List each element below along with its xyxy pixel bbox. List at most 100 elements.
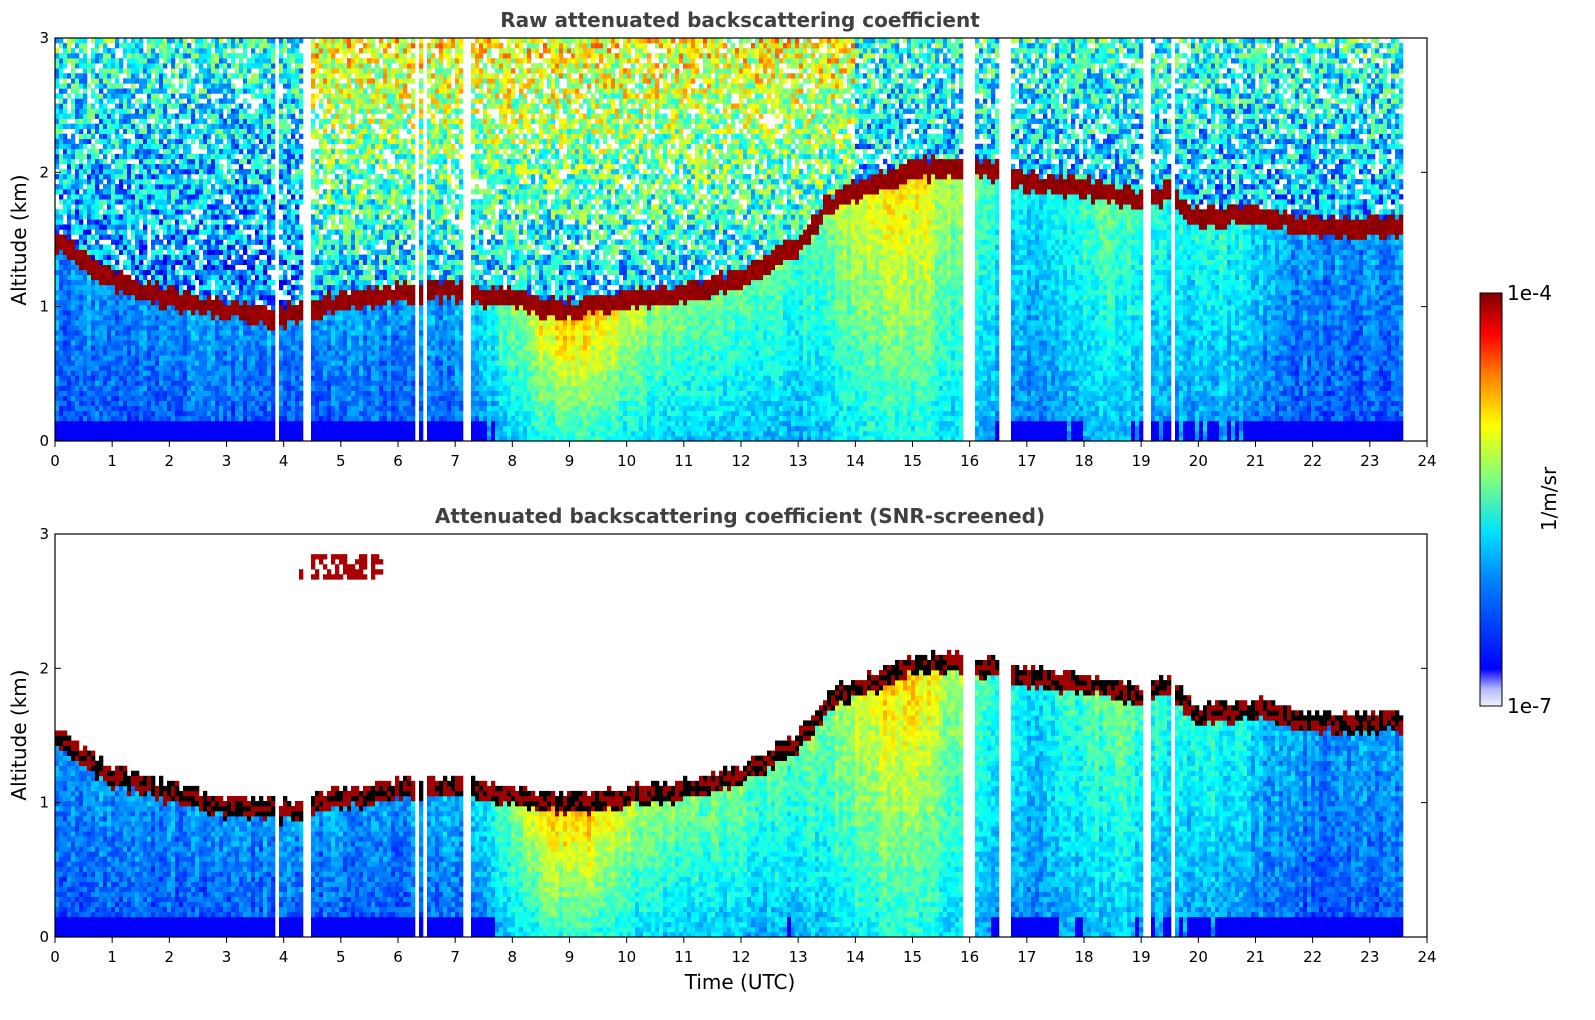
heatmap-cell bbox=[87, 325, 91, 330]
heatmap-cell bbox=[55, 139, 59, 144]
heatmap-cell bbox=[83, 315, 87, 320]
heatmap-cell bbox=[63, 109, 67, 114]
heatmap-cell bbox=[55, 290, 59, 295]
heatmap-cell bbox=[87, 421, 91, 426]
heatmap-cell bbox=[87, 149, 91, 154]
figure: Raw attenuated backscattering coefficien… bbox=[0, 0, 1595, 1020]
heatmap-cell bbox=[91, 174, 95, 179]
heatmap-cell bbox=[63, 159, 67, 164]
heatmap-cell bbox=[107, 260, 111, 265]
heatmap-cell bbox=[83, 103, 87, 108]
heatmap-cell bbox=[95, 73, 99, 78]
heatmap-cell bbox=[75, 119, 79, 124]
heatmap-cell bbox=[55, 78, 59, 83]
heatmap-cell bbox=[87, 245, 91, 250]
heatmap-cell bbox=[55, 335, 59, 340]
heatmap-cell bbox=[71, 124, 75, 129]
heatmap-cell bbox=[123, 431, 127, 436]
heatmap-cell bbox=[87, 406, 91, 411]
heatmap-cell bbox=[55, 159, 59, 164]
heatmap-cell bbox=[75, 144, 79, 149]
heatmap-cell bbox=[67, 43, 71, 48]
heatmap-cell bbox=[99, 360, 103, 365]
heatmap-cell bbox=[95, 169, 99, 174]
heatmap-cell bbox=[79, 370, 83, 375]
heatmap-cell bbox=[115, 376, 119, 381]
heatmap-cell bbox=[107, 285, 111, 290]
heatmap-cell bbox=[71, 416, 75, 421]
heatmap-cell bbox=[123, 224, 127, 229]
heatmap-cell bbox=[59, 340, 63, 345]
heatmap-cell bbox=[87, 219, 91, 224]
heatmap-cell bbox=[123, 381, 127, 386]
heatmap-cell bbox=[71, 194, 75, 199]
heatmap-cell bbox=[75, 194, 79, 199]
heatmap-cell bbox=[91, 370, 95, 375]
heatmap-cell bbox=[123, 103, 127, 108]
heatmap-cell bbox=[107, 224, 111, 229]
heatmap-cell bbox=[119, 280, 123, 285]
heatmap-cell bbox=[91, 365, 95, 370]
heatmap-cell bbox=[71, 149, 75, 154]
heatmap-cell bbox=[79, 315, 83, 320]
heatmap-cell bbox=[123, 199, 127, 204]
heatmap-cell bbox=[111, 119, 115, 124]
heatmap-cell bbox=[123, 219, 127, 224]
heatmap-cell bbox=[95, 149, 99, 154]
heatmap-cell bbox=[55, 391, 59, 396]
heatmap-cell bbox=[103, 250, 107, 255]
heatmap-cell bbox=[95, 53, 99, 58]
heatmap-cell bbox=[67, 219, 71, 224]
heatmap-cell bbox=[103, 360, 107, 365]
heatmap-cell bbox=[99, 386, 103, 391]
heatmap-cell bbox=[107, 164, 111, 169]
heatmap-cell bbox=[71, 290, 75, 295]
heatmap-cell bbox=[107, 265, 111, 270]
heatmap-cell bbox=[111, 300, 115, 305]
heatmap-cell bbox=[111, 421, 115, 426]
heatmap-cell bbox=[79, 345, 83, 350]
heatmap-cell bbox=[83, 285, 87, 290]
heatmap-cell bbox=[103, 285, 107, 290]
heatmap-cell bbox=[95, 300, 99, 305]
heatmap-cell bbox=[83, 431, 87, 436]
heatmap-cell bbox=[87, 109, 91, 114]
heatmap-cell bbox=[83, 63, 87, 68]
heatmap-cell bbox=[71, 315, 75, 320]
heatmap-cell bbox=[99, 224, 103, 229]
heatmap-cell bbox=[79, 154, 83, 159]
heatmap-cell bbox=[83, 255, 87, 260]
heatmap-cell bbox=[91, 360, 95, 365]
heatmap-cell bbox=[75, 320, 79, 325]
heatmap-cell bbox=[111, 53, 115, 58]
heatmap-cell bbox=[103, 134, 107, 139]
heatmap-cell bbox=[115, 275, 119, 280]
heatmap-cell bbox=[123, 265, 127, 270]
heatmap-cell bbox=[87, 416, 91, 421]
heatmap-cell bbox=[91, 285, 95, 290]
heatmap-cell bbox=[79, 320, 83, 325]
heatmap-cell bbox=[75, 78, 79, 83]
heatmap-cell bbox=[119, 229, 123, 234]
heatmap-cell bbox=[107, 305, 111, 310]
heatmap-cell bbox=[55, 305, 59, 310]
heatmap-cell bbox=[63, 124, 67, 129]
heatmap-cell bbox=[75, 325, 79, 330]
heatmap-cell bbox=[67, 260, 71, 265]
heatmap-cell bbox=[75, 376, 79, 381]
heatmap-cell bbox=[95, 305, 99, 310]
heatmap-cell bbox=[111, 83, 115, 88]
heatmap-cell bbox=[71, 78, 75, 83]
heatmap-cell bbox=[95, 350, 99, 355]
heatmap-cell bbox=[87, 194, 91, 199]
heatmap-cell bbox=[111, 285, 115, 290]
heatmap-cell bbox=[99, 43, 103, 48]
heatmap-cell bbox=[123, 350, 127, 355]
heatmap-cell bbox=[55, 280, 59, 285]
heatmap-cell bbox=[59, 411, 63, 416]
heatmap-cell bbox=[67, 275, 71, 280]
heatmap-cell bbox=[79, 421, 83, 426]
heatmap-cell bbox=[123, 204, 127, 209]
heatmap-cell bbox=[55, 295, 59, 300]
heatmap-cell bbox=[123, 43, 127, 48]
